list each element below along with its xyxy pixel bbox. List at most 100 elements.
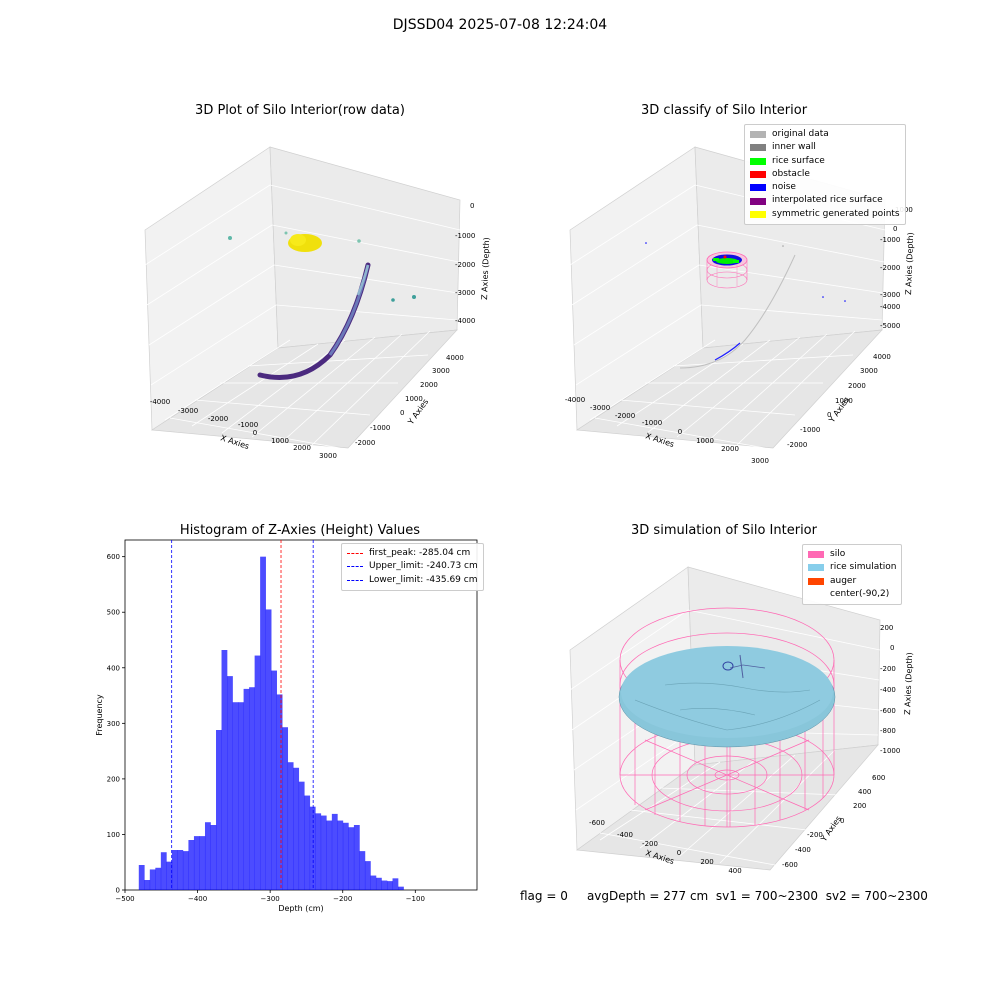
histogram-bar xyxy=(287,762,294,890)
classify-ytick: -2000 xyxy=(787,441,807,449)
simulation-xtick: -600 xyxy=(589,819,605,827)
histogram-bar xyxy=(304,795,311,890)
simulation-xtick: 400 xyxy=(728,867,741,875)
simulation-ztick: 0 xyxy=(890,644,894,652)
legend-item-original-data: original data xyxy=(750,128,900,141)
status-avg-depth: avgDepth = 277 cm xyxy=(586,889,709,903)
histogram-bar xyxy=(276,694,283,890)
histogram-ytick-label: 600 xyxy=(107,553,120,561)
classify-plot-title: 3D classify of Silo Interior xyxy=(640,103,808,118)
simulation-3d-plot: -600 -400 -200 0 200 400 X Axies -600 -4… xyxy=(569,566,914,875)
simulation-ytick: 0 xyxy=(840,817,844,825)
legend-item-noise: noise xyxy=(750,181,900,194)
histogram-bar xyxy=(265,609,272,890)
simulation-xtick: -400 xyxy=(617,831,633,839)
simulation-ytick: 400 xyxy=(858,788,871,796)
classify-silo-cylinder xyxy=(706,251,748,289)
legend-item-rice-surface: rice surface xyxy=(750,155,900,168)
simulation-auger xyxy=(722,654,766,679)
histogram-bar xyxy=(216,730,222,890)
histogram-bar xyxy=(337,820,344,890)
raw-ytick: 0 xyxy=(400,409,404,417)
status-sv2: sv2 = 700~2300 xyxy=(825,889,928,903)
legend-item-rice-simulation: rice simulation xyxy=(808,561,896,574)
classify-ztick: 0 xyxy=(893,225,897,233)
raw-point-cloud xyxy=(228,231,416,380)
histogram-xtick-label: −300 xyxy=(261,895,280,903)
histogram-ytick-label: 300 xyxy=(107,720,120,728)
simulation-ztick: -600 xyxy=(880,707,896,715)
classify-xtick: 0 xyxy=(678,428,682,436)
simulation-z-ticks: 200 0 -200 -400 -600 -800 -1000 xyxy=(880,624,900,755)
raw-xtick: 0 xyxy=(253,429,257,437)
classify-ztick: -1000 xyxy=(880,236,900,244)
histogram-bar xyxy=(364,861,371,890)
legend-swatch xyxy=(750,171,766,179)
legend-item-auger: auger xyxy=(808,575,896,588)
histogram-bar xyxy=(260,556,266,890)
histogram-ytick-label: 400 xyxy=(107,664,120,672)
simulation-ytick: -400 xyxy=(795,846,811,854)
simulation-ytick: 600 xyxy=(872,774,885,782)
histogram-title: Histogram of Z-Axies (Height) Values xyxy=(179,523,421,538)
raw-ztick: 0 xyxy=(470,202,474,210)
legend-dash xyxy=(347,566,363,568)
legend-item-first-peak: first_peak: -285.04 cm xyxy=(347,547,478,560)
classify-z-label: Z Axies (Depth) xyxy=(904,232,915,295)
histogram-bar xyxy=(182,851,189,890)
raw-ytick: -1000 xyxy=(370,424,390,432)
legend-label: Lower_limit: -435.69 cm xyxy=(369,574,478,585)
raw-xtick: 1000 xyxy=(271,437,289,445)
status-sv1: sv1 = 700~2300 xyxy=(715,889,819,903)
histogram-bar xyxy=(232,702,239,890)
simulation-ytick: -200 xyxy=(807,831,823,839)
legend-item-symmetric-generated-points: symmetric generated points xyxy=(750,208,900,221)
histogram-bars xyxy=(138,556,404,890)
histogram-bar xyxy=(249,687,255,890)
legend-swatch xyxy=(750,144,766,152)
legend-swatch xyxy=(750,210,766,218)
classify-xtick: 1000 xyxy=(696,437,714,445)
histogram-x-ticks: −500 −400 −300 −200 −100 xyxy=(115,890,425,903)
histogram-bar xyxy=(348,827,355,890)
histogram-bar xyxy=(171,850,178,890)
raw-z-label: Z Axies (Depth) xyxy=(480,237,491,300)
simulation-ztick: -400 xyxy=(880,686,896,694)
legend-dash xyxy=(347,579,363,581)
raw-ytick: 2000 xyxy=(420,381,438,389)
histogram-ytick-label: 200 xyxy=(107,775,120,783)
raw-xtick: -4000 xyxy=(150,398,170,406)
raw-xtick: 3000 xyxy=(319,452,337,460)
histogram-bar xyxy=(227,676,233,890)
classify-gridlines xyxy=(569,184,886,449)
classify-xtick: -4000 xyxy=(565,396,585,404)
histogram-ytick-label: 500 xyxy=(107,609,120,617)
histogram-bar xyxy=(298,781,305,890)
simulation-xtick: -200 xyxy=(642,840,658,848)
raw-xtick: -2000 xyxy=(208,415,228,423)
raw-gridlines xyxy=(144,184,461,449)
classify-xtick: -2000 xyxy=(615,412,635,420)
legend-item-interpolated-rice-surface: interpolated rice surface xyxy=(750,194,900,207)
histogram-bar xyxy=(243,688,250,890)
simulation-ytick: -600 xyxy=(782,861,798,869)
classify-point-cloud xyxy=(645,242,846,369)
histogram-bar xyxy=(210,825,217,890)
histogram-bar xyxy=(193,836,200,890)
histogram-legend: first_peak: -285.04 cm Upper_limit: -240… xyxy=(341,543,484,591)
histogram-bar xyxy=(353,825,360,890)
raw-y-ticks: -2000 -1000 0 1000 2000 3000 4000 xyxy=(355,354,464,447)
simulation-xtick: 0 xyxy=(677,849,681,857)
classify-ytick: 1000 xyxy=(835,397,853,405)
histogram-xtick-label: −100 xyxy=(406,895,425,903)
simulation-ztick: 200 xyxy=(880,624,893,632)
raw-ztick: -1000 xyxy=(455,232,475,240)
classify-ytick: 2000 xyxy=(848,382,866,390)
histogram-bar xyxy=(315,813,322,890)
raw-xtick: -1000 xyxy=(238,421,258,429)
histogram-bar xyxy=(144,880,151,890)
legend-label: rice simulation xyxy=(830,562,897,573)
histogram-ytick-label: 0 xyxy=(116,887,120,895)
legend-label: center(-90,2) xyxy=(830,588,890,599)
histogram-xtick-label: −200 xyxy=(333,895,352,903)
